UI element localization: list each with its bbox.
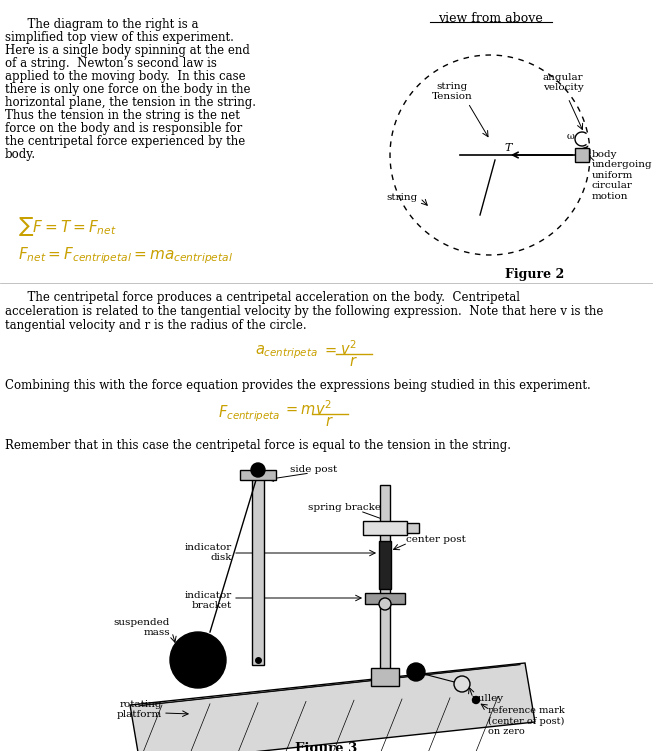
Text: string: string: [387, 193, 418, 202]
Text: The centripetal force produces a centripetal acceleration on the body.  Centripe: The centripetal force produces a centrip…: [5, 291, 520, 304]
Circle shape: [251, 463, 265, 477]
Text: indicator
disk: indicator disk: [185, 543, 232, 562]
Text: center post: center post: [406, 535, 466, 544]
Text: applied to the moving body.  In this case: applied to the moving body. In this case: [5, 70, 246, 83]
Text: body.: body.: [5, 148, 36, 161]
Bar: [363, 521, 407, 535]
Text: Figure 3: Figure 3: [295, 742, 357, 751]
Bar: [365, 593, 405, 604]
Circle shape: [170, 632, 226, 688]
Text: $r$: $r$: [325, 415, 334, 429]
Text: of a string.  Newton’s second law is: of a string. Newton’s second law is: [5, 57, 217, 70]
Bar: [240, 470, 276, 480]
Text: the centripetal force experienced by the: the centripetal force experienced by the: [5, 135, 246, 148]
Text: horizontal plane, the tension in the string.: horizontal plane, the tension in the str…: [5, 96, 256, 109]
Text: side post: side post: [290, 465, 337, 474]
Text: body
undergoing
uniform
circular
motion: body undergoing uniform circular motion: [592, 150, 652, 201]
Text: string
Tension: string Tension: [432, 82, 472, 101]
Text: $r$: $r$: [349, 355, 358, 369]
Text: there is only one force on the body in the: there is only one force on the body in t…: [5, 83, 251, 96]
Text: rotating
platform: rotating platform: [117, 700, 162, 719]
Bar: [371, 668, 399, 686]
Text: Figure 2: Figure 2: [505, 268, 565, 281]
Text: $=$: $=$: [322, 343, 338, 357]
Text: $\sum F = T = F_{net}$: $\sum F = T = F_{net}$: [18, 215, 117, 238]
Text: angular
velocity: angular velocity: [543, 73, 583, 92]
Bar: [252, 475, 264, 665]
Circle shape: [407, 663, 425, 681]
Text: The diagram to the right is a: The diagram to the right is a: [5, 18, 199, 31]
Text: $v^2$: $v^2$: [340, 339, 357, 357]
Text: Thus the tension in the string is the net: Thus the tension in the string is the ne…: [5, 109, 240, 122]
Text: force on the body and is responsible for: force on the body and is responsible for: [5, 122, 242, 135]
Text: $a_{centripeta}$: $a_{centripeta}$: [255, 343, 318, 360]
Text: indicator
bracket: indicator bracket: [185, 591, 232, 611]
Text: pulley: pulley: [472, 694, 504, 703]
Text: T: T: [504, 143, 512, 153]
Text: suspended
mass: suspended mass: [114, 618, 170, 638]
Text: acceleration is related to the tangential velocity by the following expression. : acceleration is related to the tangentia…: [5, 305, 603, 318]
Text: $= m$: $= m$: [283, 403, 316, 417]
Bar: [407, 523, 419, 533]
Polygon shape: [130, 663, 535, 751]
Circle shape: [379, 598, 391, 610]
Circle shape: [454, 676, 470, 692]
Text: $v^2$: $v^2$: [315, 399, 332, 418]
Text: simplified top view of this experiment.: simplified top view of this experiment.: [5, 31, 234, 44]
Text: Combining this with the force equation provides the expressions being studied in: Combining this with the force equation p…: [5, 379, 591, 392]
Bar: [575, 148, 589, 162]
Text: m: m: [577, 150, 586, 159]
Bar: [380, 485, 390, 673]
Text: reference mark
(center of post)
on zero: reference mark (center of post) on zero: [488, 706, 565, 736]
Text: spring bracket: spring bracket: [308, 503, 385, 512]
Text: Remember that in this case the centripetal force is equal to the tension in the : Remember that in this case the centripet…: [5, 439, 511, 452]
Text: ω: ω: [567, 132, 575, 141]
Text: $F_{net} = F_{centripetal} = ma_{centripetal}$: $F_{net} = F_{centripetal} = ma_{centrip…: [18, 245, 233, 266]
Bar: [379, 541, 391, 589]
Circle shape: [473, 696, 479, 704]
Text: $F_{centripeta}$: $F_{centripeta}$: [217, 403, 280, 424]
Text: tangential velocity and r is the radius of the circle.: tangential velocity and r is the radius …: [5, 319, 307, 332]
Text: view from above: view from above: [438, 12, 543, 25]
Text: Here is a single body spinning at the end: Here is a single body spinning at the en…: [5, 44, 250, 57]
